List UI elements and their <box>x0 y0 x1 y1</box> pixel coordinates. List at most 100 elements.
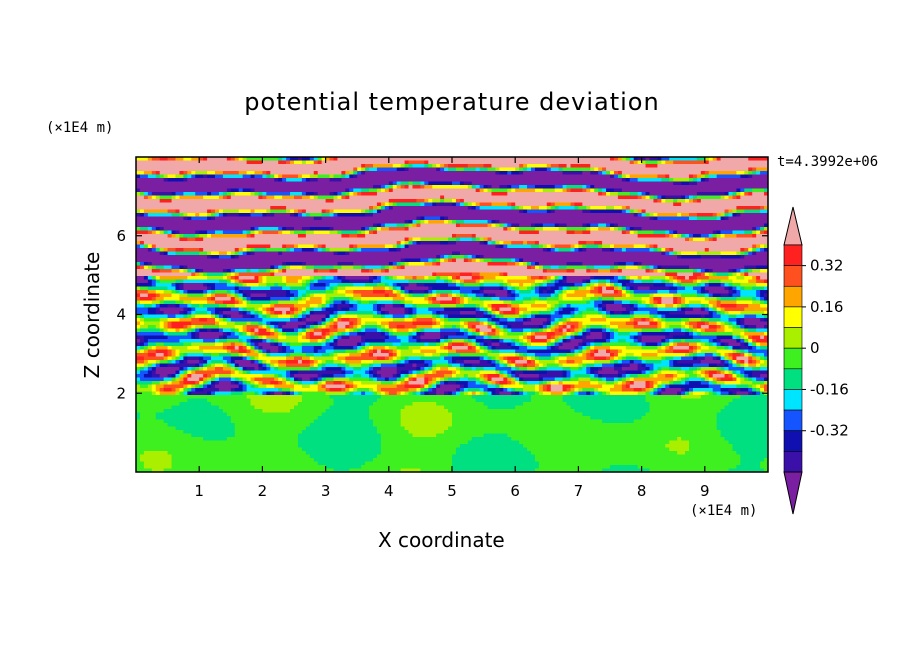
contour-cell <box>637 342 643 347</box>
contour-cell <box>199 234 208 239</box>
contour-cell <box>139 454 173 459</box>
contour-cell <box>211 374 216 379</box>
contour-cell <box>380 206 386 211</box>
contour-cell <box>511 206 516 211</box>
contour-cell <box>325 321 331 326</box>
contour-cell <box>440 258 445 263</box>
contour-cell <box>562 188 568 193</box>
contour-cell <box>163 468 335 472</box>
contour-cell <box>550 202 556 207</box>
contour-cell <box>700 279 710 284</box>
contour-cell <box>507 290 512 295</box>
contour-cell <box>708 269 714 274</box>
contour-cell <box>179 213 184 218</box>
contour-cell <box>238 188 244 193</box>
contour-cell <box>566 269 576 274</box>
contour-cell <box>309 279 315 284</box>
contour-cell <box>503 363 508 368</box>
contour-cell <box>432 297 437 302</box>
contour-cell <box>416 391 421 396</box>
contour-cell <box>400 283 410 288</box>
contour-cell <box>408 374 414 379</box>
contour-cell <box>139 286 149 291</box>
contour-cell <box>238 346 244 351</box>
contour-cell <box>199 248 204 253</box>
contour-cell <box>645 367 651 372</box>
contour-cell <box>301 356 311 361</box>
contour-cell <box>143 276 149 281</box>
contour-cell <box>511 339 516 344</box>
contour-cell <box>392 262 398 267</box>
contour-cell <box>349 279 370 284</box>
contour-cell <box>151 276 157 281</box>
contour-cell <box>566 325 572 330</box>
contour-cell <box>752 244 757 249</box>
contour-cell <box>376 388 382 393</box>
contour-cell <box>704 370 710 375</box>
contour-cell <box>361 328 366 333</box>
contour-cell <box>428 293 433 298</box>
contour-cell <box>716 381 726 386</box>
contour-cell <box>558 346 576 351</box>
contour-cell <box>230 356 244 361</box>
contour-cell <box>258 314 263 319</box>
contour-cell <box>689 444 734 449</box>
contour-cell <box>222 367 232 372</box>
contour-cell <box>700 307 706 312</box>
contour-cell <box>325 349 335 354</box>
contour-cell <box>760 206 765 211</box>
contour-cell <box>305 178 311 183</box>
contour-cell <box>412 276 418 281</box>
contour-cell <box>270 244 283 249</box>
contour-cell <box>254 377 275 382</box>
contour-cell <box>136 384 141 389</box>
contour-cell <box>487 377 493 382</box>
contour-cell <box>657 160 662 165</box>
contour-cell <box>720 251 737 256</box>
contour-cell <box>400 377 406 382</box>
contour-cell <box>392 206 469 211</box>
contour-cell <box>586 356 595 361</box>
contour-cell <box>503 279 508 284</box>
contour-cell <box>515 377 520 382</box>
contour-cell <box>246 234 252 239</box>
contour-cell <box>191 318 200 323</box>
contour-cell <box>641 335 666 340</box>
contour-cell <box>199 213 208 218</box>
contour-cell <box>286 363 311 368</box>
contour-cell <box>602 335 607 340</box>
contour-cell <box>448 377 461 382</box>
contour-cell <box>570 248 576 253</box>
contour-cell <box>625 206 631 211</box>
contour-cell <box>653 318 658 323</box>
contour-cell <box>515 227 520 232</box>
contour-cell <box>242 388 248 393</box>
contour-cell <box>586 391 591 396</box>
contour-cell <box>645 160 658 165</box>
contour-cell <box>199 381 204 386</box>
contour-cell <box>175 349 181 354</box>
contour-cell <box>621 356 627 361</box>
contour-cell <box>507 374 512 379</box>
contour-cell <box>369 279 374 284</box>
contour-cell <box>724 216 730 221</box>
contour-cell <box>744 307 768 312</box>
contour-cell <box>617 286 623 291</box>
contour-cell <box>452 181 461 186</box>
contour-cell <box>598 349 607 354</box>
contour-cell <box>523 258 768 263</box>
contour-cell <box>400 244 406 249</box>
contour-cell <box>712 230 718 235</box>
contour-cell <box>673 283 678 288</box>
contour-cell <box>550 328 556 333</box>
contour-cell <box>487 237 493 242</box>
contour-cell <box>187 374 192 379</box>
contour-cell <box>657 195 662 200</box>
contour-cell <box>523 384 536 389</box>
contour-cell <box>681 437 726 442</box>
contour-cell <box>282 328 295 333</box>
contour-cell <box>183 325 188 330</box>
contour-cell <box>704 290 710 295</box>
contour-cell <box>313 360 319 365</box>
